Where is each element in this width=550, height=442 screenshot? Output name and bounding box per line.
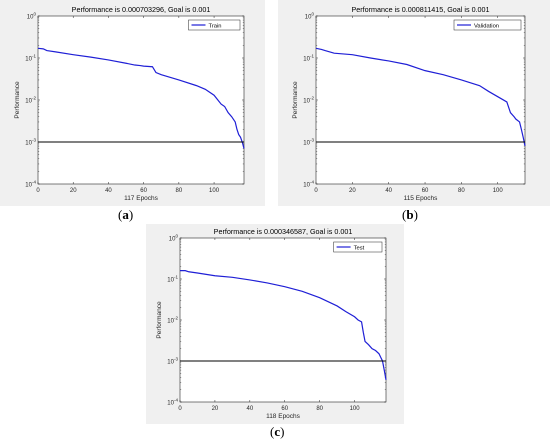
y-tick-label: 10-1: [167, 275, 178, 284]
x-tick-label: 80: [316, 406, 323, 412]
legend-label: Train: [209, 23, 222, 29]
caption-c: (c): [270, 424, 285, 439]
chart-title: Performance is 0.000346587, Goal is 0.00…: [214, 227, 353, 236]
caption-b: (b): [402, 207, 418, 222]
x-tick-label: 20: [212, 406, 219, 412]
x-tick-label: 60: [281, 406, 288, 412]
y-tick-label: 100: [305, 12, 315, 21]
chart-panel-a: Performance is 0.000703296, Goal is 0.00…: [0, 0, 265, 206]
x-tick-label: 80: [176, 188, 183, 194]
x-axis-label: 118 Epochs: [266, 413, 301, 420]
legend-label: Validation: [474, 23, 499, 29]
x-tick-label: 80: [458, 188, 465, 194]
series-line: [315, 47, 526, 146]
caption-b-letter: b: [406, 207, 414, 222]
x-axis-label: 117 Epochs: [124, 195, 159, 202]
x-tick-label: 40: [385, 188, 392, 194]
x-tick-label: 20: [349, 188, 356, 194]
x-tick-label: 40: [105, 188, 112, 194]
y-tick-label: 100: [169, 234, 179, 243]
y-axis-label: Performance: [292, 81, 299, 119]
x-tick-label: 0: [314, 188, 318, 194]
y-axis-label: Performance: [14, 81, 21, 119]
chart-panel-b: Performance is 0.000811415, Goal is 0.00…: [278, 0, 550, 206]
y-tick-label: 10-3: [167, 357, 178, 366]
y-tick-label: 10-2: [303, 96, 314, 105]
chart-panel-c: Performance is 0.000346587, Goal is 0.00…: [146, 224, 404, 424]
series-line: [180, 270, 387, 380]
chart-b-svg: Performance is 0.000811415, Goal is 0.00…: [292, 5, 526, 202]
x-tick-label: 20: [70, 188, 77, 194]
y-tick-label: 10-4: [167, 398, 178, 407]
y-tick-label: 10-1: [303, 54, 314, 63]
chart-a-svg: Performance is 0.000703296, Goal is 0.00…: [14, 5, 245, 202]
y-tick-label: 100: [27, 12, 37, 21]
x-tick-label: 60: [140, 188, 147, 194]
y-tick-label: 10-2: [167, 316, 178, 325]
plot-area: [37, 15, 245, 185]
x-axis-label: 115 Epochs: [404, 195, 439, 202]
chart-title: Performance is 0.000811415, Goal is 0.00…: [351, 5, 489, 14]
caption-a: (a): [118, 207, 134, 222]
x-tick-label: 100: [209, 188, 220, 194]
x-tick-label: 0: [36, 188, 40, 194]
x-tick-label: 0: [178, 406, 182, 412]
chart-c-svg: Performance is 0.000346587, Goal is 0.00…: [156, 227, 387, 420]
caption-a-letter: a: [122, 207, 129, 222]
x-tick-label: 40: [246, 406, 253, 412]
y-tick-label: 10-1: [25, 54, 36, 63]
legend-box: [188, 19, 241, 31]
series-line: [37, 47, 245, 149]
caption-c-letter: c: [274, 424, 281, 439]
y-tick-label: 10-4: [303, 180, 314, 189]
y-tick-label: 10-3: [25, 138, 36, 147]
x-tick-label: 100: [350, 406, 361, 412]
legend-box: [453, 19, 522, 31]
y-axis-label: Performance: [156, 301, 163, 339]
x-tick-label: 100: [493, 188, 504, 194]
y-tick-label: 10-2: [25, 96, 36, 105]
chart-title: Performance is 0.000703296, Goal is 0.00…: [72, 5, 211, 14]
plot-area: [179, 237, 387, 403]
y-tick-label: 10-3: [303, 138, 314, 147]
legend-box: [333, 241, 383, 253]
legend-label: Test: [354, 245, 365, 251]
plot-area: [315, 15, 526, 185]
y-tick-label: 10-4: [25, 180, 36, 189]
x-tick-label: 60: [422, 188, 429, 194]
